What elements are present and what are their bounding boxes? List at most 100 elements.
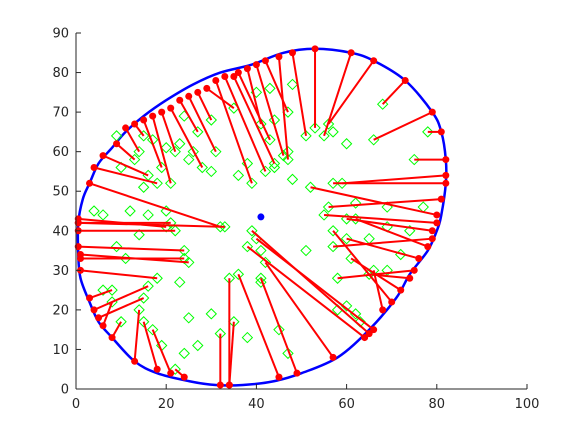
- boundary-point: [194, 88, 202, 96]
- candidate-marker: [187, 145, 199, 158]
- candidate-marker: [327, 177, 339, 190]
- candidate-marker: [97, 284, 109, 296]
- candidate-marker: [110, 240, 123, 253]
- match-line: [133, 309, 141, 362]
- boundary-point: [140, 116, 148, 124]
- boundary-point: [410, 266, 418, 274]
- boundary-point: [347, 49, 355, 57]
- y-tick-label: 10: [52, 343, 69, 358]
- candidate-marker: [160, 142, 172, 154]
- candidate-marker: [97, 209, 109, 221]
- match-line: [373, 111, 433, 141]
- candidate-marker: [376, 98, 389, 110]
- match-line: [142, 321, 159, 370]
- boundary-point: [74, 243, 82, 251]
- boundary-point: [95, 314, 103, 322]
- candidate-marker: [264, 82, 276, 95]
- match-line: [80, 269, 158, 280]
- candidate-marker: [259, 165, 272, 178]
- match-line: [323, 52, 353, 137]
- axes: 0 20 40 60 80 100 0 10 20 30 40 50 60 70 80 90: [52, 27, 539, 413]
- boundary-point: [153, 365, 161, 373]
- boundary-point: [131, 357, 139, 365]
- boundary-point: [77, 251, 85, 259]
- match-line: [93, 166, 158, 185]
- boundary-point: [234, 69, 242, 77]
- candidate-marker: [88, 205, 100, 217]
- boundary-point: [428, 227, 436, 235]
- match-line: [142, 119, 163, 168]
- boundary-point: [433, 211, 441, 219]
- y-tick-label: 40: [52, 224, 69, 239]
- boundary-point: [176, 96, 184, 104]
- boundary-point: [99, 322, 107, 330]
- match-line: [323, 213, 437, 224]
- candidate-marker: [219, 221, 231, 233]
- match-line: [187, 95, 217, 153]
- x-tick-label: 40: [248, 397, 265, 412]
- candidate-marker: [300, 244, 312, 257]
- match-line: [342, 174, 446, 185]
- candidate-marker: [183, 312, 195, 324]
- match-line: [237, 72, 271, 141]
- boundary-point: [221, 73, 229, 81]
- center-point: [257, 213, 265, 221]
- match-line: [237, 273, 280, 378]
- match-line: [178, 99, 199, 133]
- candidate-marker: [106, 284, 118, 296]
- boundary-point: [90, 306, 98, 314]
- candidate-marker: [340, 138, 353, 150]
- candidate-marker: [268, 157, 281, 170]
- match-line: [372, 270, 384, 311]
- candidate-marker: [205, 308, 218, 320]
- boundary-point: [158, 108, 166, 116]
- candidate-marker: [205, 114, 218, 126]
- candidate-marker: [408, 153, 420, 166]
- candidate-marker: [178, 347, 190, 360]
- candidate-marker: [165, 177, 177, 190]
- boundary-point: [365, 330, 373, 338]
- candidate-marker: [241, 240, 254, 253]
- y-tick-label: 90: [52, 27, 69, 42]
- match-line: [228, 321, 235, 386]
- y-tick-label: 70: [52, 106, 69, 121]
- candidate-marker: [304, 181, 317, 193]
- candidate-marker: [178, 244, 190, 257]
- match-line: [169, 107, 204, 168]
- boundary-point: [361, 334, 369, 342]
- boundary-point: [180, 373, 188, 381]
- boundary-point: [99, 152, 107, 160]
- boundary-point: [311, 45, 319, 53]
- boundary-point: [293, 369, 301, 377]
- candidate-marker: [327, 126, 339, 138]
- boundary-point: [230, 73, 238, 81]
- candidate-marker: [318, 209, 330, 221]
- candidate-marker: [309, 122, 321, 134]
- boundary-point: [329, 353, 337, 361]
- boundary-point: [113, 140, 121, 148]
- boundary-point: [74, 219, 82, 227]
- boundary-point: [379, 306, 387, 314]
- match-line: [160, 111, 177, 152]
- candidate-marker: [137, 316, 150, 328]
- candidate-marker: [169, 363, 181, 375]
- candidate-marker: [137, 292, 150, 304]
- candidate-marker: [137, 181, 150, 193]
- match-line: [255, 64, 285, 156]
- candidate-marker: [286, 78, 299, 91]
- boundary-point: [288, 49, 296, 57]
- match-line: [346, 237, 420, 260]
- match-line: [102, 154, 149, 177]
- y-tick-label: 0: [61, 383, 69, 398]
- match-line: [259, 277, 298, 374]
- boundary-point: [216, 381, 224, 389]
- boundary-point: [406, 274, 414, 282]
- boundary-point: [442, 179, 450, 187]
- boundary-point: [225, 381, 233, 389]
- match-line: [115, 143, 136, 161]
- candidate-marker: [327, 240, 339, 253]
- candidate-marker: [349, 197, 362, 209]
- candidate-marker: [142, 280, 154, 292]
- candidate-marker: [169, 225, 181, 237]
- candidate-marker: [246, 177, 258, 190]
